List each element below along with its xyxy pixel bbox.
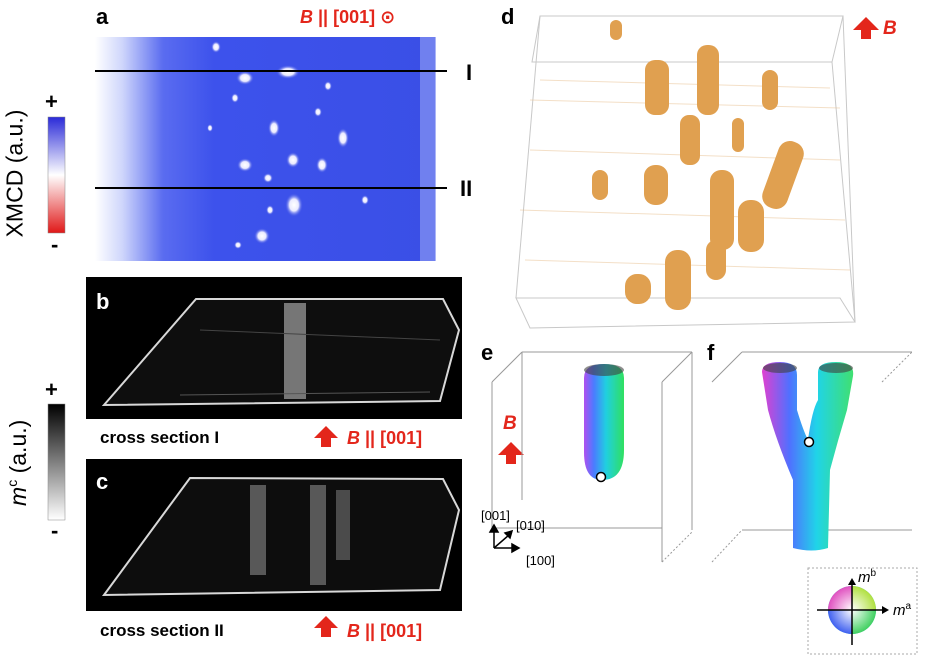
- field-direction-c: B || [001]: [347, 621, 423, 641]
- label-mb: mb: [858, 568, 877, 586]
- field-arrow-b: [314, 426, 338, 447]
- panel-label-f: f: [707, 340, 715, 365]
- label-ma: ma: [893, 601, 912, 619]
- xmcd-minus: -: [51, 232, 59, 257]
- field-arrow-d: [853, 17, 879, 39]
- axes-triad: [488, 523, 521, 554]
- xmcd-axis-title: XMCD (a.u.): [1, 109, 28, 238]
- caption-cross-section-i: cross section I: [100, 428, 220, 447]
- line-label-i: I: [466, 60, 473, 85]
- field-direction-b: B || [001]: [347, 428, 423, 448]
- field-direction-a: B || [001] ⊙: [300, 7, 395, 28]
- single-tube-render: [491, 351, 693, 563]
- caption-cross-section-ii: cross section II: [100, 621, 224, 640]
- field-arrow-c: [314, 616, 338, 637]
- mc-axis-title: mc (a.u.): [4, 419, 31, 506]
- mc-plus: +: [45, 377, 58, 402]
- mc-colorbar: [48, 404, 65, 520]
- panel-label-b: b: [96, 289, 110, 314]
- field-symbol-d: B: [883, 18, 897, 39]
- panel-label-d: d: [501, 4, 515, 29]
- xmcd-image: [95, 37, 447, 261]
- mc-minus: -: [51, 518, 59, 543]
- xmcd-colorbar: [48, 117, 65, 233]
- panel-label-c: c: [96, 469, 109, 494]
- axis-label-100: [100]: [526, 553, 555, 568]
- y-tube-render: [711, 351, 913, 563]
- domain-3d-render: [515, 15, 856, 329]
- field-symbol-e: B: [503, 413, 517, 434]
- axis-label-001: [001]: [481, 508, 510, 523]
- xmcd-plus: +: [45, 89, 58, 114]
- panel-label-e: e: [481, 340, 494, 365]
- panel-label-a: a: [96, 4, 109, 29]
- field-direction-text: || [001]: [318, 7, 376, 27]
- line-label-ii: II: [460, 176, 473, 201]
- out-of-plane-icon: ⊙: [380, 7, 396, 27]
- axis-label-010: [010]: [516, 518, 545, 533]
- field-symbol: B: [300, 7, 313, 27]
- color-wheel-legend: [807, 567, 918, 655]
- cross-section-ii-image: [86, 459, 462, 611]
- cross-section-i-image: [86, 277, 462, 419]
- field-arrow-e: [498, 442, 524, 464]
